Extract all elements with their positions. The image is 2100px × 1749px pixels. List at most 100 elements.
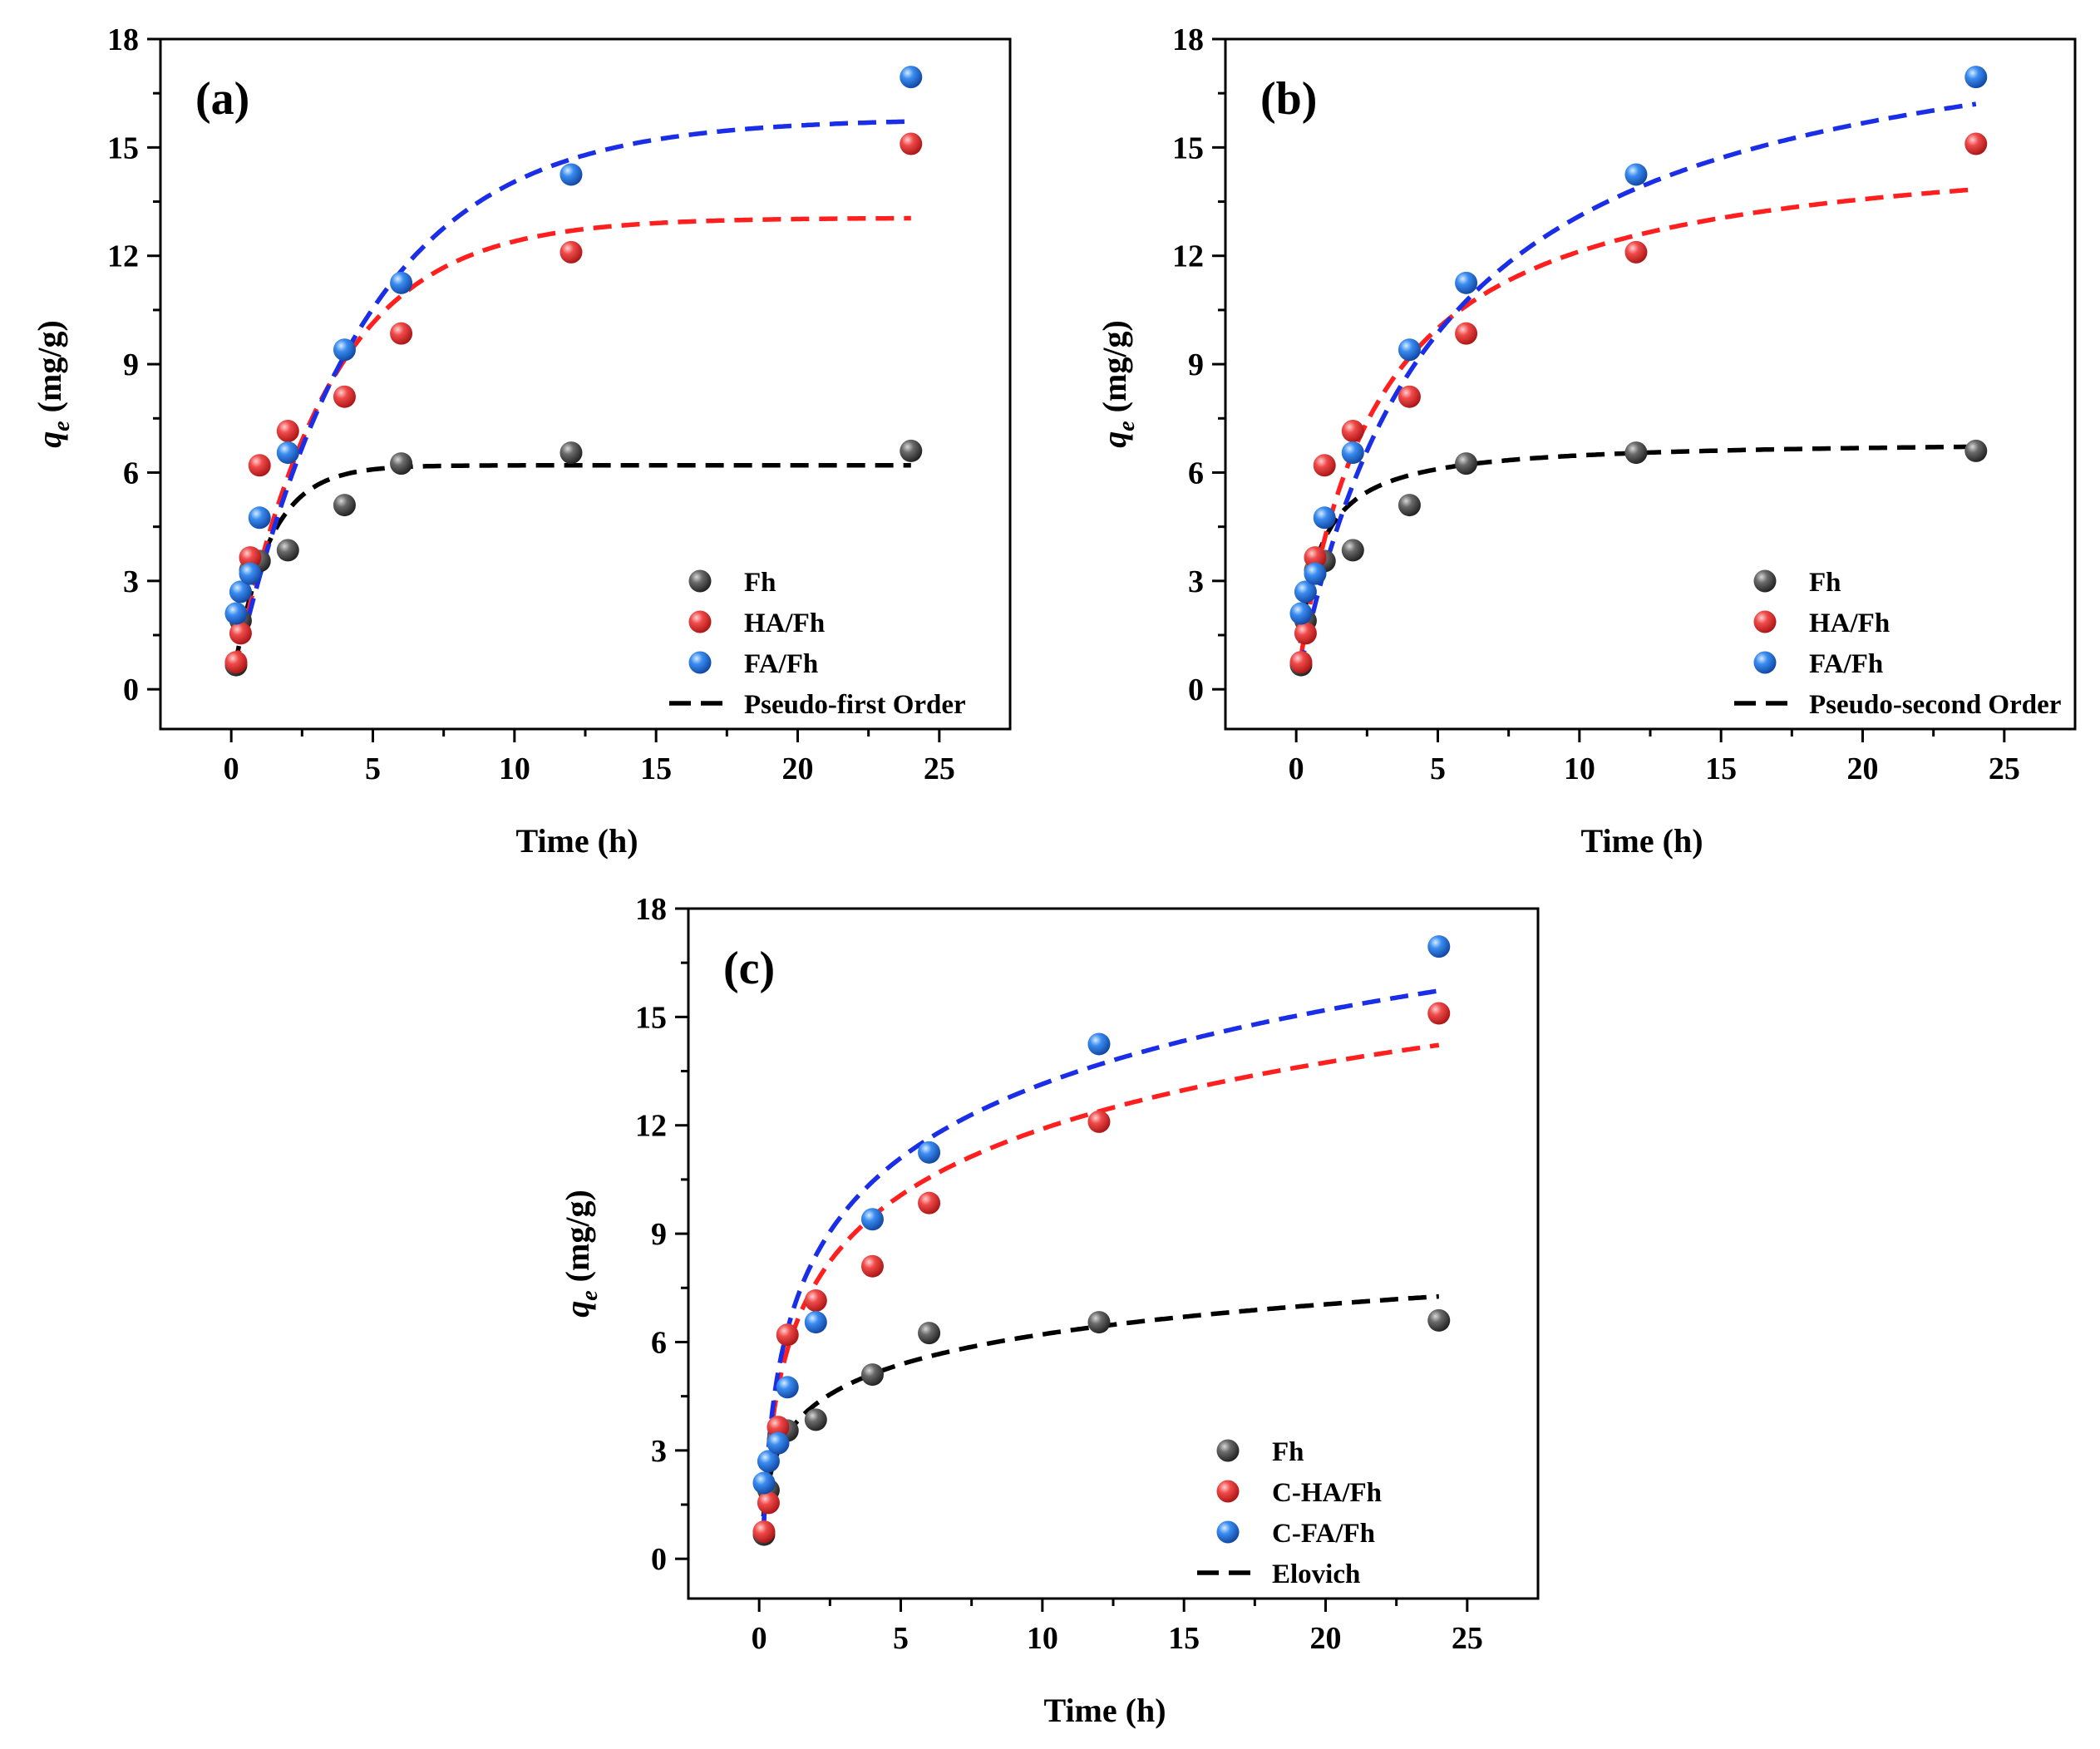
fit-line-c-fa-fh xyxy=(761,988,1440,1532)
fit-line-fa-fh xyxy=(1298,101,1977,669)
data-point xyxy=(1964,66,1988,89)
y-tick-label: 18 xyxy=(1172,22,1204,57)
data-point xyxy=(1289,602,1313,625)
data-point xyxy=(1313,454,1336,477)
data-point xyxy=(1398,338,1421,362)
data-point xyxy=(560,163,583,186)
y-tick-label: 15 xyxy=(635,1000,667,1035)
y-axis-title: qe (mg/g) xyxy=(559,1190,603,1318)
data-point xyxy=(757,1450,780,1473)
y-axis-title: qe (mg/g) xyxy=(1096,320,1140,448)
data-point xyxy=(860,1363,884,1387)
legend-entry: C-HA/Fh xyxy=(1272,1478,1382,1508)
x-tick-label: 0 xyxy=(1289,751,1304,786)
legend-marker xyxy=(1753,569,1777,593)
x-tick-label: 10 xyxy=(499,751,530,786)
data-point xyxy=(1087,1311,1111,1334)
fit-line-ha-fh xyxy=(233,215,911,669)
plot-frame xyxy=(159,37,1012,731)
data-point xyxy=(1341,539,1364,562)
legend-entry: Fh xyxy=(744,568,776,598)
data-point xyxy=(276,419,299,442)
data-point xyxy=(900,66,923,89)
legend-marker xyxy=(1753,651,1777,674)
data-point xyxy=(1427,1308,1451,1332)
data-point xyxy=(1964,132,1988,155)
y-tick-label: 9 xyxy=(123,347,139,382)
data-point xyxy=(1087,1110,1111,1133)
data-point xyxy=(1624,240,1648,264)
legend-entry: HA/Fh xyxy=(744,608,825,638)
x-tick-label: 20 xyxy=(1310,1621,1342,1656)
data-point xyxy=(1398,385,1421,408)
x-tick-label: 25 xyxy=(924,751,955,786)
data-point xyxy=(248,454,271,477)
data-point xyxy=(276,441,299,465)
data-point xyxy=(1341,419,1364,442)
series-fh xyxy=(224,439,923,677)
data-point xyxy=(1294,622,1317,645)
data-point xyxy=(804,1408,827,1431)
y-tick-label: 0 xyxy=(1188,673,1204,707)
legend-entry: FA/Fh xyxy=(1809,649,1883,679)
series-ha-fh xyxy=(1289,132,1988,674)
x-tick-label: 15 xyxy=(1168,1621,1200,1656)
legend-fit-label: Pseudo-first Order xyxy=(744,690,966,720)
data-point xyxy=(390,452,413,475)
legend-fit-label: Pseudo-second Order xyxy=(1809,690,2061,720)
series-ha-fh xyxy=(224,132,923,674)
x-tick-label: 10 xyxy=(1564,751,1595,786)
data-point xyxy=(390,322,413,345)
legend: Fh HA/Fh FA/Fh Pseudo-second Order xyxy=(1734,568,2061,720)
data-point xyxy=(776,1323,799,1347)
series-fh xyxy=(1289,439,1988,677)
y-tick-label: 6 xyxy=(651,1325,667,1360)
data-point xyxy=(333,385,356,408)
legend-entry: FA/Fh xyxy=(744,649,818,679)
series-c-fa-fh xyxy=(752,935,1451,1495)
data-point xyxy=(1964,439,1988,462)
data-point xyxy=(767,1416,790,1439)
x-tick-label: 25 xyxy=(1452,1621,1483,1656)
legend-entry: C-FA/Fh xyxy=(1272,1519,1375,1549)
x-tick-label: 5 xyxy=(365,751,381,786)
data-point xyxy=(900,439,923,462)
data-point xyxy=(333,494,356,517)
data-point xyxy=(1341,441,1364,465)
x-tick-label: 15 xyxy=(640,751,672,786)
data-point xyxy=(224,651,248,674)
data-point xyxy=(239,562,262,585)
x-tick-label: 0 xyxy=(752,1621,767,1656)
data-point xyxy=(860,1254,884,1278)
data-point xyxy=(1304,562,1327,585)
y-tick-label: 3 xyxy=(1188,564,1204,599)
data-point xyxy=(229,580,252,604)
panel-b: 0 5 10 15 20 25 0 3 6 9 12 15 18 Time (h) qe (mg/g) (b)… xyxy=(1096,22,2077,860)
data-point xyxy=(239,546,262,569)
series-fa-fh xyxy=(224,66,923,625)
data-point xyxy=(1313,506,1336,530)
data-point xyxy=(900,132,923,155)
y-tick-label: 3 xyxy=(651,1434,667,1469)
data-point xyxy=(1427,935,1451,958)
data-point xyxy=(276,539,299,562)
legend-marker xyxy=(1216,1439,1240,1462)
data-point xyxy=(224,602,248,625)
legend: Fh HA/Fh FA/Fh Pseudo-first Order xyxy=(669,568,966,720)
data-point xyxy=(1289,651,1313,674)
series-fh xyxy=(752,1308,1451,1546)
legend-marker xyxy=(1216,1520,1240,1544)
data-point xyxy=(804,1288,827,1312)
data-point xyxy=(776,1376,799,1399)
data-point xyxy=(248,506,271,530)
y-tick-label: 9 xyxy=(651,1217,667,1252)
legend-entry: HA/Fh xyxy=(1809,608,1890,638)
legend-marker xyxy=(1216,1480,1240,1503)
data-point xyxy=(918,1141,941,1164)
panel-label: (b) xyxy=(1260,73,1317,125)
y-tick-label: 15 xyxy=(1172,131,1204,165)
panel-a: 0 5 10 15 20 25 0 3 6 9 12 15 18 Time (h) qe (mg/g) (a)… xyxy=(31,22,1012,860)
x-tick-label: 0 xyxy=(224,751,239,786)
legend-fit-label: Elovich xyxy=(1272,1559,1360,1589)
